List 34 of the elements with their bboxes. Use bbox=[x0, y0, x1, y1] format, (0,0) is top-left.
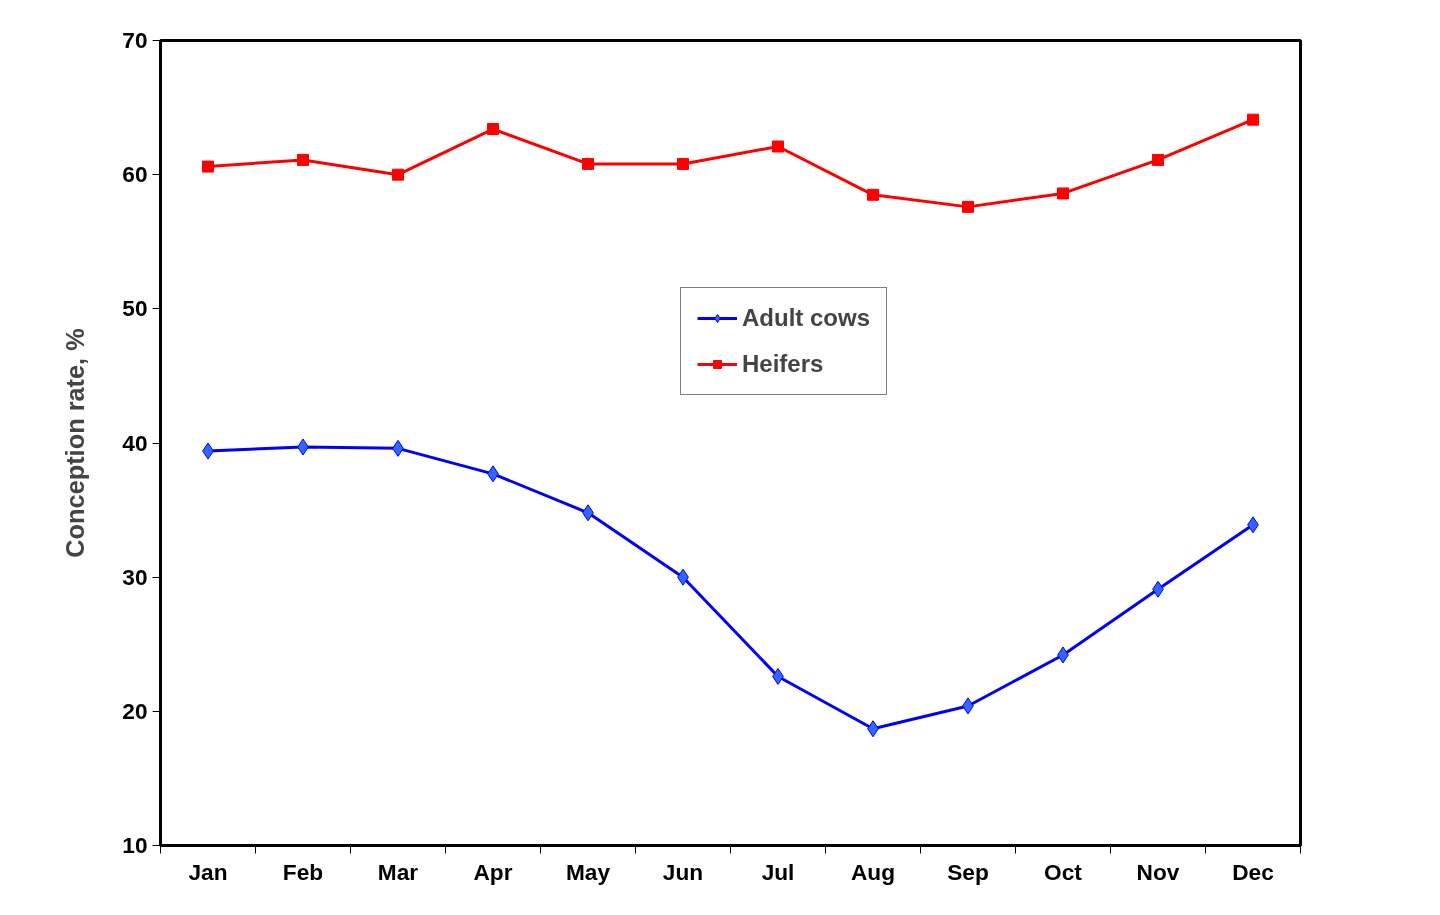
x-tick-label: Aug bbox=[850, 858, 896, 885]
point bbox=[1152, 153, 1164, 166]
y-tick-label: 10 bbox=[122, 832, 148, 858]
x-tick-label: Jun bbox=[662, 858, 704, 885]
x-tick-label: Mar bbox=[377, 858, 419, 885]
x-tick-label: Feb bbox=[282, 858, 324, 885]
point bbox=[962, 200, 974, 213]
y-axis-title: Conception rate, % bbox=[61, 328, 90, 558]
y-tick-label: 60 bbox=[122, 161, 148, 188]
point bbox=[392, 168, 404, 181]
x-tick-label: Dec bbox=[1232, 858, 1274, 885]
x-tick-label: Sep bbox=[947, 858, 989, 885]
point bbox=[487, 123, 499, 136]
y-tick-label: 70 bbox=[122, 27, 148, 53]
point bbox=[1057, 187, 1069, 200]
x-tick-label: Nov bbox=[1136, 858, 1180, 885]
x-tick-label: Jul bbox=[761, 858, 795, 885]
y-tick-label: 50 bbox=[122, 295, 148, 322]
y-tick-label: 20 bbox=[122, 697, 148, 724]
y-tick-label: 30 bbox=[122, 563, 148, 590]
x-tick-label: Oct bbox=[1044, 858, 1083, 885]
point bbox=[772, 140, 784, 153]
x-tick-label: May bbox=[565, 858, 611, 885]
point bbox=[202, 160, 214, 173]
legend-label: Heifers bbox=[742, 350, 824, 378]
point bbox=[297, 153, 309, 166]
y-tick-label: 40 bbox=[122, 429, 148, 456]
x-tick-label: Jan bbox=[188, 858, 228, 885]
legend-label: Adult cows bbox=[742, 304, 871, 332]
point bbox=[867, 188, 879, 201]
x-tick-label: Apr bbox=[473, 858, 513, 885]
point bbox=[677, 157, 689, 170]
point bbox=[1247, 113, 1259, 126]
point bbox=[582, 157, 594, 170]
